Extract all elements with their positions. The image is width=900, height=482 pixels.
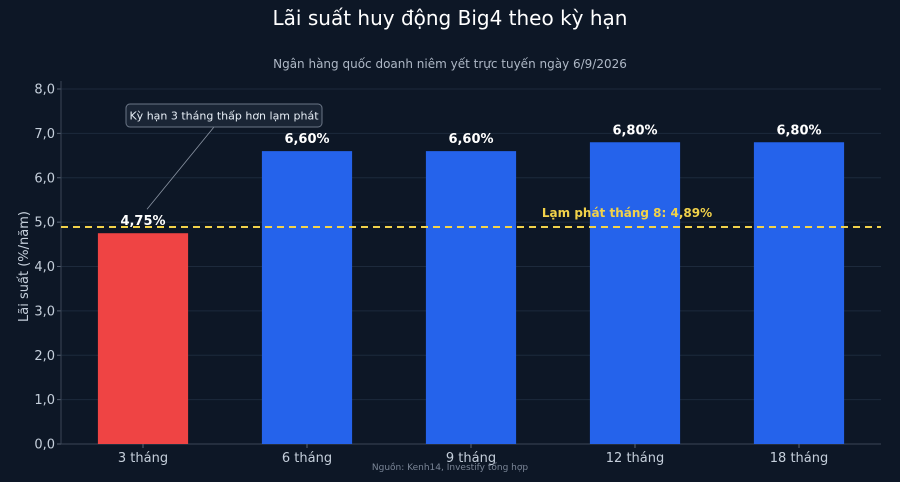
annotation-connector <box>146 126 215 210</box>
y-tick-label: 3,0 <box>34 304 55 319</box>
x-tick-label: 9 tháng <box>446 451 496 466</box>
annotation-box <box>125 103 323 128</box>
y-tick-label: 8,0 <box>34 83 55 98</box>
y-tick-label: 4,0 <box>34 260 55 275</box>
bar <box>425 151 517 444</box>
bar <box>261 151 353 444</box>
bar-value-label: 6,80% <box>612 123 657 138</box>
y-axis-label: Lãi suất (%/năm) <box>17 211 32 322</box>
bar-value-label: 6,60% <box>284 132 329 147</box>
chart-subtitle: Ngân hàng quốc doanh niêm yết trực tuyến… <box>273 57 627 71</box>
bar-value-label: 4,75% <box>120 214 165 229</box>
inflation-reference-label: Lạm phát tháng 8: 4,89% <box>542 206 712 220</box>
bar <box>97 233 189 444</box>
y-tick-label: 6,0 <box>34 171 55 186</box>
x-tick-label: 6 tháng <box>282 451 332 466</box>
bar <box>589 142 681 444</box>
x-tick-label: 18 tháng <box>770 451 828 466</box>
chart-source: Nguồn: Kenh14, Investify tổng hợp <box>371 463 529 473</box>
y-tick-label: 2,0 <box>34 349 55 364</box>
annotation-text: Kỳ hạn 3 tháng thấp hơn lạm phát <box>129 110 319 123</box>
bar <box>753 142 845 444</box>
x-tick-label: 3 tháng <box>118 451 168 466</box>
bar-value-label: 6,60% <box>448 132 493 147</box>
y-tick-label: 0,0 <box>34 438 55 453</box>
y-tick-label: 7,0 <box>34 127 55 142</box>
y-tick-label: 1,0 <box>34 393 55 408</box>
x-tick-label: 12 tháng <box>606 451 664 466</box>
bar-value-label: 6,80% <box>776 123 821 138</box>
chart-title: Lãi suất huy động Big4 theo kỳ hạn <box>272 6 628 30</box>
y-tick-label: 5,0 <box>34 216 55 231</box>
